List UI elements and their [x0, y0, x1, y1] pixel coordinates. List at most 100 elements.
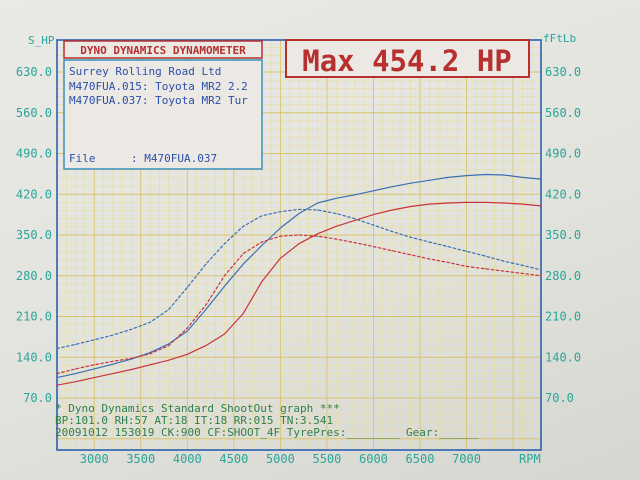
left-axis-ticks: 630.0 560.0 490.0 420.0 350.0 280.0 210.0 140.0… — [16, 65, 52, 405]
left-tick-label: 490.0 — [16, 147, 52, 161]
left-tick-label: 560.0 — [16, 106, 52, 120]
x-tick-label: 6500 — [406, 452, 435, 466]
left-unit-label: S_HP — [28, 34, 55, 47]
series-4-point — [242, 253, 244, 255]
right-tick-label: 420.0 — [545, 187, 581, 201]
series-3-point — [410, 236, 412, 238]
series-2-point — [317, 233, 319, 235]
series-1-point — [540, 178, 542, 180]
x-tick-label: 4500 — [219, 452, 248, 466]
x-tick-label: 5500 — [312, 452, 341, 466]
series-3-point — [168, 309, 170, 311]
series-4-point — [521, 272, 523, 274]
series-4-point — [372, 246, 374, 248]
series-4-point — [261, 241, 263, 243]
series-1-point — [428, 179, 430, 181]
series-3-point — [130, 328, 132, 330]
x-axis-ticks: 3000 3500 4000 4500 5000 5500 6000 6500 7000 — [80, 452, 481, 466]
series-2-point — [335, 225, 337, 227]
series-3-point — [186, 286, 188, 288]
series-4-point — [112, 360, 114, 362]
info-box — [63, 59, 263, 170]
right-tick-label: 560.0 — [545, 106, 581, 120]
series-2-point — [93, 377, 95, 379]
series-1-point — [242, 263, 244, 265]
x-tick-label: 6000 — [359, 452, 388, 466]
left-tick-label: 630.0 — [16, 65, 52, 79]
x-tick-label: 5000 — [266, 452, 295, 466]
series-3-point — [279, 211, 281, 213]
info-line-run-1: M470FUA.015: Toyota MR2 2.2 — [69, 80, 248, 93]
right-tick-label: 630.0 — [545, 65, 581, 79]
series-3-point — [75, 343, 77, 345]
series-1-point — [484, 173, 486, 175]
series-1-point — [410, 182, 412, 184]
series-4-point — [186, 327, 188, 329]
series-2-point — [391, 209, 393, 211]
series-2-point — [168, 359, 170, 361]
series-4-point — [391, 250, 393, 252]
series-3-point — [466, 250, 468, 252]
right-tick-label: 140.0 — [545, 350, 581, 364]
series-1-point — [168, 343, 170, 345]
series-1-point — [224, 285, 226, 287]
series-1-point — [75, 373, 77, 375]
series-3-point — [354, 218, 356, 220]
right-unit-label: fFtLb — [543, 32, 576, 45]
series-3-point — [317, 209, 319, 211]
info-line-shop: Surrey Rolling Road Ltd — [69, 65, 221, 78]
x-tick-label: 4000 — [173, 452, 202, 466]
series-3-point — [335, 212, 337, 214]
series-2-point — [410, 205, 412, 207]
series-1-point — [317, 202, 319, 204]
left-tick-label: 280.0 — [16, 269, 52, 283]
series-1-point — [372, 190, 374, 192]
curves — [56, 173, 542, 386]
series-1-point — [466, 175, 468, 177]
series-1-point — [279, 227, 281, 229]
max-power-label: Max 454.2 HP — [302, 44, 512, 78]
series-2-point — [298, 243, 300, 245]
series-2-point — [205, 345, 207, 347]
series-4-point — [540, 275, 542, 277]
right-tick-label: 490.0 — [545, 147, 581, 161]
series-4-point — [149, 353, 151, 355]
series-2-point — [224, 333, 226, 335]
x-tick-label: 3500 — [126, 452, 155, 466]
series-2-point — [540, 205, 542, 207]
series-3-point — [298, 208, 300, 210]
chart-title: DYNO DYNAMICS DYNAMOMETER — [80, 44, 246, 57]
right-axis-ticks: 630.0 560.0 490.0 420.0 350.0 280.0 210.0 140.0… — [545, 65, 581, 405]
series-1-point — [447, 176, 449, 178]
series-3-point — [242, 225, 244, 227]
left-tick-label: 140.0 — [16, 350, 52, 364]
series-2-point — [503, 202, 505, 204]
series-3-point — [112, 334, 114, 336]
series-4-point — [205, 304, 207, 306]
series-1-point — [149, 352, 151, 354]
series-4-point — [279, 235, 281, 237]
series-4-point — [503, 270, 505, 272]
left-tick-label: 210.0 — [16, 310, 52, 324]
series-4-point — [93, 364, 95, 366]
series-4-point — [75, 368, 77, 370]
series-4-point — [354, 242, 356, 244]
series-4-point — [428, 258, 430, 260]
series-4-point — [317, 235, 319, 237]
series-2-point — [521, 203, 523, 205]
series-2-point — [130, 368, 132, 370]
series-3-point — [503, 260, 505, 262]
x-tick-label: 7000 — [452, 452, 481, 466]
max-power-box — [285, 39, 530, 78]
series-2-point — [56, 384, 58, 386]
series-2-point — [261, 281, 263, 283]
series-1-point — [298, 212, 300, 214]
footer-line-3: 20091012 153019 CK:900 CF:SHOOT_4F TyreP… — [55, 426, 479, 439]
series-2-point — [242, 313, 244, 315]
right-tick-label: 280.0 — [545, 269, 581, 283]
series-4-point — [130, 357, 132, 359]
series-4-point — [484, 268, 486, 270]
series-2-point — [279, 257, 281, 259]
left-tick-label: 350.0 — [16, 228, 52, 242]
